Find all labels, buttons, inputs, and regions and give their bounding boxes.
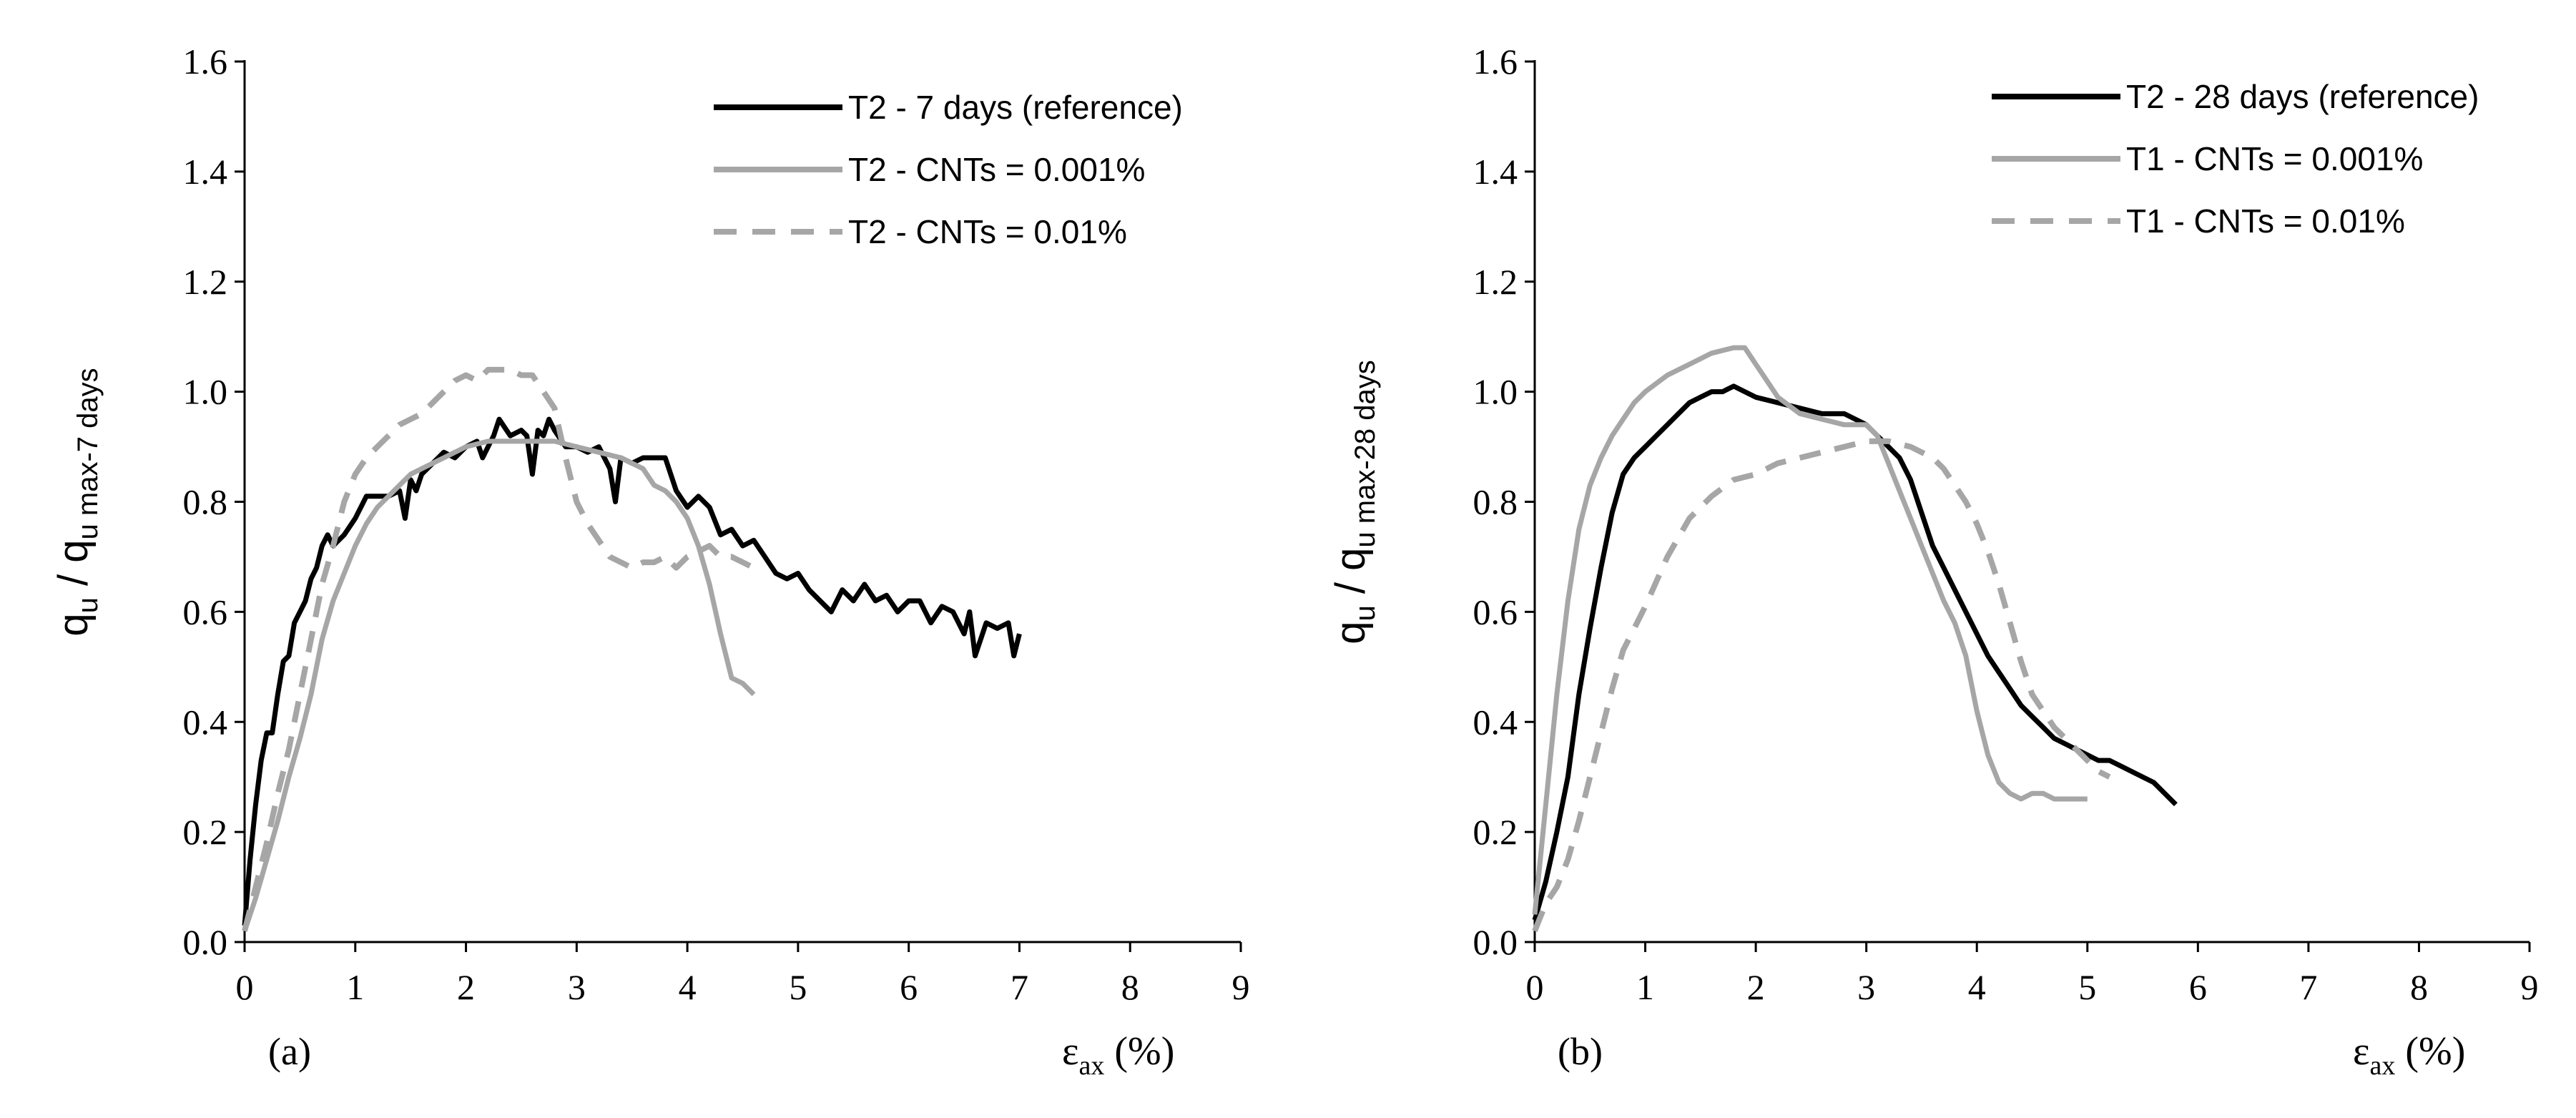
chart-b-x-tick-label: 1	[1636, 967, 1654, 1007]
chart-b-x-tick-label: 4	[1968, 967, 1986, 1007]
chart-a: 0.0 0.2 0.4 0.6 0.8 1.0 1.2 1.4 1.6 0 1 2 3 4 5 6 7 8 9 T2 …	[50, 41, 1250, 1081]
chart-a-series-line-3	[242, 366, 755, 932]
chart-b-series-line-1	[1532, 383, 2178, 921]
chart-a-y-tick-label: 0.0	[183, 922, 228, 962]
chart-a-x-tick-label: 6	[900, 967, 918, 1007]
chart-b-legend-label-2: T1 - CNTs = 0.001%	[2126, 140, 2423, 177]
chart-a-legend-label-2: T2 - CNTs = 0.001%	[848, 151, 1145, 188]
chart-a-x-tick-label: 7	[1011, 967, 1028, 1007]
chart-b-x-tick-label: 9	[2521, 967, 2539, 1007]
chart-a-x-tick-label: 2	[457, 967, 475, 1007]
chart-b-x-tick-label: 6	[2189, 967, 2207, 1007]
chart-a-x-axis-title: εax (%)	[1062, 1029, 1174, 1081]
chart-b-x-tick-label: 7	[2299, 967, 2317, 1007]
chart-b-y-tick-label: 0.2	[1473, 812, 1518, 852]
chart-a-y-tick-label: 1.6	[183, 41, 228, 82]
chart-a-x-tick-label: 0	[236, 967, 254, 1007]
chart-b-x-tick-label: 0	[1526, 967, 1544, 1007]
chart-b-legend: T2 - 28 days (reference) T1 - CNTs = 0.00…	[1992, 78, 2479, 240]
chart-a-x-tick-label: 3	[568, 967, 586, 1007]
chart-a-y-tick-label: 1.4	[183, 152, 228, 192]
chart-b-x-tick-label: 2	[1747, 967, 1765, 1007]
chart-b-y-tick-label: 1.6	[1473, 41, 1518, 82]
chart-a-series-line-1	[242, 416, 1022, 926]
chart-a-legend-label-1: T2 - 7 days (reference)	[848, 89, 1183, 126]
chart-b-y-axis-title: qu / qu max-28 days	[1327, 360, 1381, 644]
chart-a-y-tick-label: 0.2	[183, 812, 228, 852]
chart-a-y-tick-label: 0.4	[183, 702, 228, 742]
chart-b-y-tick-label: 1.2	[1473, 262, 1518, 302]
chart-a-panel-label: (a)	[268, 1030, 311, 1073]
chart-b-legend-label-1: T2 - 28 days (reference)	[2126, 78, 2479, 115]
chart-a-y-axis-title: qu / qu max-7 days	[50, 368, 104, 636]
chart-b-y-tick-label: 0.4	[1473, 702, 1518, 742]
chart-a-x-tick-label: 4	[679, 967, 697, 1007]
chart-b: 0.0 0.2 0.4 0.6 0.8 1.0 1.2 1.4 1.6 0 1 2 3 4 5 6 7 8 9 T2 …	[1327, 41, 2539, 1081]
chart-a-x-tick-label: 5	[789, 967, 807, 1007]
chart-b-y-tick-label: 0.8	[1473, 482, 1518, 522]
chart-a-y-tick-label: 1.2	[183, 262, 228, 302]
chart-a-series-line-2	[242, 438, 756, 932]
chart-b-y-tick-label: 1.0	[1473, 372, 1518, 412]
chart-a-legend-label-3: T2 - CNTs = 0.01%	[848, 213, 1127, 250]
chart-a-y-tick-label: 1.0	[183, 372, 228, 412]
chart-a-y-tick-label: 0.8	[183, 482, 228, 522]
chart-a-x-tick-label: 9	[1232, 967, 1250, 1007]
chart-b-series-line-2	[1532, 345, 2088, 915]
chart-a-x-tick-label: 8	[1121, 967, 1139, 1007]
chart-a-y-tick-label: 0.6	[183, 592, 228, 632]
chart-b-y-tick-label: 0.0	[1473, 922, 1518, 962]
chart-b-y-tick-label: 1.4	[1473, 152, 1518, 192]
chart-b-panel-label: (b)	[1558, 1030, 1603, 1073]
chart-b-x-tick-label: 3	[1857, 967, 1875, 1007]
chart-b-x-axis-title: εax (%)	[2353, 1029, 2465, 1081]
chart-b-legend-label-3: T1 - CNTs = 0.01%	[2126, 202, 2405, 240]
chart-b-series-line-3	[1532, 438, 2111, 933]
chart-b-x-tick-label: 5	[2078, 967, 2096, 1007]
chart-a-legend: T2 - 7 days (reference) T2 - CNTs = 0.001…	[714, 89, 1183, 250]
chart-b-x-tick-label: 8	[2410, 967, 2428, 1007]
chart-a-x-tick-label: 1	[346, 967, 364, 1007]
chart-b-y-tick-label: 0.6	[1473, 592, 1518, 632]
